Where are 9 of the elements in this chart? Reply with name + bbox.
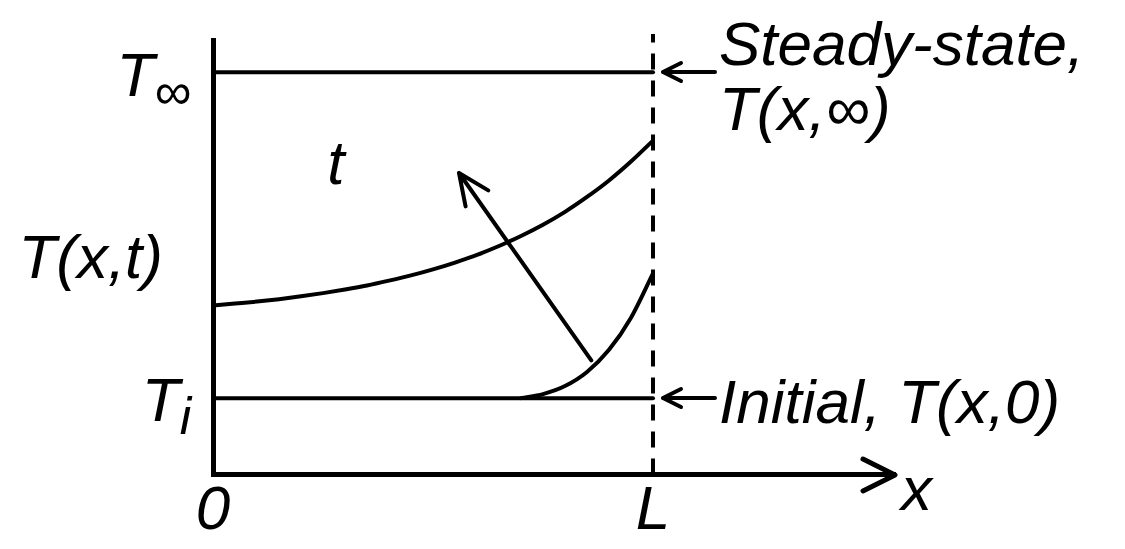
x-tick-label: L [635,473,671,543]
x-tick-label: 0 [195,473,231,543]
text: T$_{i}$ [141,364,192,446]
legend-label: Initial, T(x,0) [719,367,1061,437]
legend-label: Steady-state, T(x,∞) [719,9,1086,144]
text: T$_{∞}$ [116,39,192,121]
x-axis-title: x [901,454,932,524]
y-axis-title: T(x,t) [18,222,163,292]
annotation: t [327,128,345,198]
